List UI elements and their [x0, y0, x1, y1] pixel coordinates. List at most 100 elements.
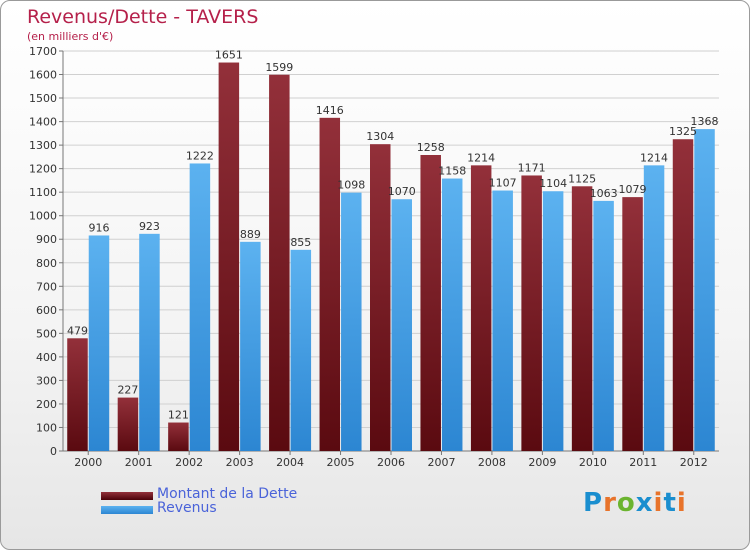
data-label-revenus-2003: 889 [240, 228, 261, 241]
x-tick-label: 2002 [175, 456, 203, 469]
data-label-dette-2002: 121 [168, 409, 189, 422]
bar-dette-2004 [269, 74, 290, 451]
data-label-revenus-2006: 1070 [388, 185, 416, 198]
data-label-revenus-2002: 1222 [186, 149, 214, 162]
x-tick-label: 2003 [226, 456, 254, 469]
data-label-dette-2008: 1214 [467, 151, 495, 164]
y-tick-label: 1100 [29, 186, 57, 199]
bar-revenus-2006 [391, 199, 412, 451]
y-tick-label: 300 [36, 374, 57, 387]
y-tick-label: 1400 [29, 116, 57, 129]
logo-letter: i [653, 488, 664, 518]
bar-revenus-2010 [593, 200, 614, 451]
y-tick-label: 800 [36, 257, 57, 270]
data-label-revenus-2005: 1098 [337, 179, 365, 192]
y-tick-label: 600 [36, 304, 57, 317]
bar-dette-2001 [117, 397, 139, 451]
logo-letter: P [583, 488, 604, 518]
data-label-dette-2007: 1258 [417, 141, 445, 154]
proxiti-logo: Proxiti [583, 488, 687, 518]
bar-revenus-2001 [139, 233, 160, 451]
x-tick-label: 2008 [478, 456, 506, 469]
legend-label-dette: Montant de la Dette [157, 486, 298, 502]
bar-dette-2011 [622, 197, 643, 451]
x-tick-label: 2005 [327, 456, 355, 469]
bar-dette-2008 [470, 165, 492, 451]
data-label-dette-2011: 1079 [619, 183, 647, 196]
bar-revenus-2007 [441, 178, 463, 451]
data-label-revenus-2011: 1214 [640, 151, 668, 164]
logo-letter: i [676, 488, 687, 518]
bar-dette-2005 [319, 117, 341, 451]
bar-dette-2002 [168, 422, 189, 451]
y-tick-label: 700 [36, 280, 57, 293]
x-tick-label: 2011 [629, 456, 657, 469]
y-tick-label: 200 [36, 398, 57, 411]
bar-revenus-2011 [643, 165, 665, 451]
y-tick-label: 0 [50, 445, 57, 458]
data-label-revenus-2012: 1368 [691, 115, 719, 128]
x-tick-label: 2012 [680, 456, 708, 469]
label-layer: 479 916 227 923 121 1222 1651 889 1599 855 1416 109… [67, 49, 719, 422]
data-label-dette-2000: 479 [67, 324, 88, 337]
data-label-dette-2009: 1171 [518, 161, 546, 174]
x-tick-label: 2001 [125, 456, 153, 469]
y-tick-label: 1500 [29, 92, 57, 105]
x-tick-label: 2000 [74, 456, 102, 469]
logo-letter: x [635, 488, 654, 518]
logo-letter: r [603, 488, 617, 518]
x-tick-label: 2004 [276, 456, 304, 469]
bar-revenus-2002 [189, 163, 211, 451]
legend-swatch-dette [101, 492, 153, 500]
bar-revenus-2012 [694, 129, 715, 451]
data-label-dette-2004: 1599 [265, 61, 293, 74]
y-tick-label: 1700 [29, 45, 57, 58]
x-tick-label: 2006 [377, 456, 405, 469]
legend-swatch-revenus [101, 506, 153, 514]
data-label-dette-2012: 1325 [669, 125, 697, 138]
bar-dette-2003 [218, 62, 240, 451]
data-label-dette-2010: 1125 [568, 172, 596, 185]
y-tick-label: 1000 [29, 210, 57, 223]
bar-revenus-2004 [290, 249, 312, 451]
data-label-revenus-2010: 1063 [590, 187, 618, 200]
y-tick-label: 1200 [29, 163, 57, 176]
bar-dette-2010 [571, 186, 593, 451]
bar-dette-2007 [420, 155, 441, 451]
bar-revenus-2003 [240, 241, 261, 451]
bar-dette-2000 [67, 338, 88, 451]
y-tick-label: 400 [36, 351, 57, 364]
y-tick-label: 500 [36, 327, 57, 340]
bar-revenus-2000 [88, 235, 110, 451]
y-tick-label: 100 [36, 421, 57, 434]
bar-revenus-2009 [542, 191, 564, 451]
grid-layer [63, 50, 719, 428]
logo-letter: o [616, 488, 636, 518]
chart-title: Revenus/Dette - TAVERS [27, 6, 259, 28]
data-label-dette-2003: 1651 [215, 49, 243, 62]
data-label-dette-2005: 1416 [316, 104, 344, 117]
legend-label-revenus: Revenus [157, 500, 217, 516]
y-tick-label: 1600 [29, 69, 57, 82]
x-tick-label: 2010 [579, 456, 607, 469]
data-label-revenus-2008: 1107 [489, 177, 517, 190]
data-label-revenus-2009: 1104 [539, 177, 567, 190]
data-label-revenus-2001: 923 [139, 220, 160, 233]
data-label-dette-2006: 1304 [366, 130, 394, 143]
y-tick-label: 900 [36, 233, 57, 246]
bar-dette-2009 [521, 175, 542, 451]
data-label-dette-2001: 227 [117, 384, 138, 397]
logo-letter: t [663, 488, 677, 518]
x-tick-label: 2009 [528, 456, 556, 469]
bar-layer [67, 62, 715, 452]
data-label-revenus-2004: 855 [290, 236, 311, 249]
x-tick-label: 2007 [427, 456, 455, 469]
bar-revenus-2005 [341, 192, 362, 451]
bar-dette-2012 [672, 139, 694, 451]
data-label-revenus-2007: 1158 [438, 165, 466, 178]
bar-revenus-2008 [492, 190, 513, 451]
chart-subtitle: (en milliers d'€) [27, 30, 114, 43]
data-label-revenus-2000: 916 [88, 221, 109, 234]
